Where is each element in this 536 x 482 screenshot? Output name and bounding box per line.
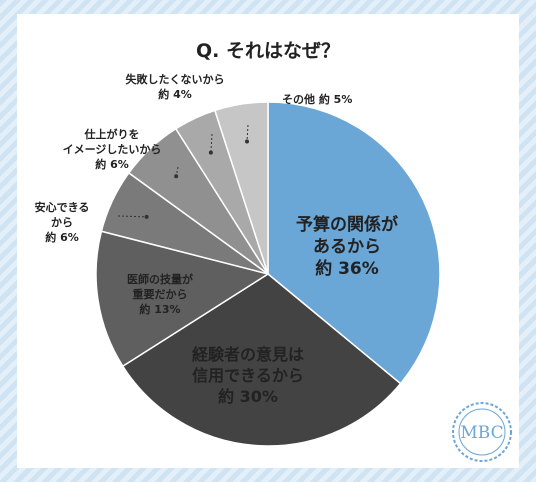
leader-dot-4 [144,214,149,219]
pie-slice-7 [213,101,269,275]
leader-line-6 [210,133,213,153]
slice-label-4: 安心できるから約 6% [35,200,90,244]
pie-slice-3 [95,230,270,368]
slice-label-7: その他 約 5% [282,92,352,106]
leader-line-4 [117,215,147,218]
slice-label-1: 予算の関係があるから約 36% [296,214,398,279]
slice-label-5: 仕上がりをイメージしたいから約 6% [63,127,162,171]
logo-text: MBC [460,423,503,443]
chart-title: Q. それはなぜ？ [196,40,340,62]
slice-label-3: 医師の技量が重要だから約 13% [127,272,193,316]
slice-label-2: 経験者の意見は信用できるから約 30% [192,345,304,406]
mbc-logo: MBC [452,402,512,462]
leader-dot-7 [245,139,250,144]
leader-line-7 [246,124,249,142]
leader-line-5 [175,166,179,177]
leader-dot-5 [174,174,179,179]
leader-dot-6 [208,150,213,155]
pie-slice-2 [121,273,402,447]
pie-slice-1 [267,101,441,385]
slice-label-6: 失敗したくないから約 4% [126,72,225,101]
